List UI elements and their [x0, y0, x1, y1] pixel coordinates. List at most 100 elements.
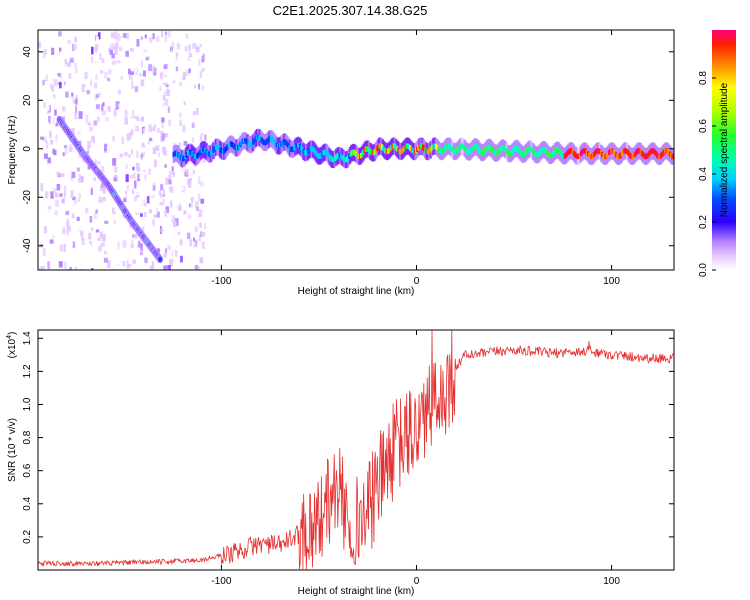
- spectrogram-noise-cell: [97, 93, 101, 97]
- spectrogram-noise-cell: [126, 264, 130, 269]
- spectrogram-carrier-cell: [589, 153, 592, 159]
- spectrogram-carrier-cell: [232, 143, 235, 149]
- spectrogram-carrier-cell: [391, 143, 394, 149]
- spectrogram-carrier-cell: [293, 145, 296, 151]
- spectrogram-noise-cell: [154, 175, 159, 180]
- spectrogram-noise-cell: [85, 54, 90, 62]
- spectrogram-carrier-cell: [467, 149, 470, 155]
- spectrogram-noise-cell: [184, 242, 189, 251]
- spectrogram-noise-cell: [184, 196, 188, 200]
- spectrogram-noise-cell: [50, 191, 54, 199]
- spectrogram-y-tick-label: 20: [22, 94, 33, 106]
- spectrogram-carrier-cell: [239, 141, 242, 148]
- spectrogram-noise-cell: [119, 109, 123, 114]
- spectrogram-noise-cell: [101, 110, 106, 116]
- snr-y-tick-label: 1.2: [22, 364, 33, 378]
- spectrogram-carrier-cell: [564, 152, 567, 158]
- spectrogram-noise-cell: [122, 240, 127, 248]
- spectrogram-noise-cell: [126, 133, 131, 141]
- snr-x-tick-label: -100: [211, 576, 231, 587]
- spectrogram-carrier-cell: [296, 142, 299, 148]
- spectrogram-noise-cell: [78, 174, 82, 181]
- spectrogram-noise-cell: [70, 190, 74, 198]
- spectrogram-noise-cell: [185, 89, 188, 95]
- spectrogram-carrier-cell: [302, 149, 305, 155]
- spectrogram-noise-cell: [86, 256, 89, 261]
- spectrogram-noise-cell: [170, 46, 174, 53]
- spectrogram-noise-cell: [89, 126, 93, 132]
- spectrogram-noise-cell: [89, 253, 93, 260]
- spectrogram-noise-cell: [57, 181, 60, 186]
- colorbar-tick-label: 0.8: [698, 71, 709, 85]
- spectrogram-carrier-cell: [378, 143, 381, 149]
- spectrogram-noise-cell: [198, 176, 201, 185]
- spectrogram-carrier-cell: [515, 145, 518, 151]
- spectrogram-carrier-cell: [379, 143, 382, 149]
- spectrogram-carrier-cell: [348, 153, 351, 159]
- spectrogram-noise-cell: [171, 50, 175, 57]
- spectrogram-carrier-cell: [192, 152, 195, 158]
- spectrogram-noise-cell: [76, 198, 80, 203]
- spectrogram-noise-cell: [50, 139, 54, 145]
- spectrogram-carrier-cell: [290, 146, 293, 153]
- snr-panel: -100 0 100 0.2 0.4 0.6 0.8 1.0 1.2 1.4 Height of…: [6, 329, 675, 597]
- spectrogram-noise-cell: [140, 251, 143, 256]
- spectrogram-carrier-cell: [549, 152, 552, 159]
- spectrogram-noise-cell: [199, 133, 203, 142]
- spectrogram-noise-cell: [195, 31, 200, 38]
- spectrogram-noise-cell: [160, 228, 164, 233]
- spectrogram-noise-cell: [159, 64, 163, 73]
- spectrogram-carrier-cell: [524, 149, 528, 155]
- spectrogram-carrier-cell: [659, 153, 662, 159]
- spectrogram-carrier-cell: [481, 150, 484, 156]
- spectrogram-noise-cell: [63, 191, 66, 198]
- spectrogram-carrier-cell: [663, 149, 666, 155]
- spectrogram-noise-cell: [101, 242, 105, 247]
- spectrogram-noise-cell: [144, 256, 148, 264]
- spectrogram-noise-cell: [56, 171, 60, 176]
- spectrogram-noise-cell: [142, 48, 145, 57]
- spectrogram-noise-cell: [104, 145, 107, 153]
- spectrogram-noise-cell: [87, 165, 91, 170]
- spectrogram-carrier-cell: [489, 145, 492, 151]
- spectrogram-carrier-cell: [177, 152, 180, 158]
- spectrogram-noise-cell: [45, 102, 50, 111]
- spectrogram-noise-cell: [82, 251, 87, 259]
- spectrogram-noise-cell: [41, 266, 46, 270]
- spectrogram-carrier-cell: [370, 149, 373, 156]
- spectrogram-carrier-cell: [320, 152, 323, 158]
- spectrogram-noise-cell: [84, 71, 88, 79]
- spectrogram-noise-cell: [98, 196, 103, 203]
- spectrogram-noise-cell: [58, 261, 63, 268]
- spectrogram-carrier-cell: [474, 144, 477, 150]
- spectrogram-noise-cell: [86, 31, 90, 38]
- spectrogram-noise-cell: [202, 53, 205, 61]
- spectrogram-carrier-cell: [204, 147, 207, 154]
- spectrogram-carrier-cell: [608, 149, 611, 156]
- spectrogram-noise-cell: [142, 200, 145, 208]
- spectrogram-carrier-cell: [193, 153, 196, 159]
- spectrogram-noise-cell: [169, 72, 174, 77]
- spectrogram-noise-cell: [173, 50, 176, 56]
- spectrogram-carrier-cell: [553, 149, 556, 155]
- spectrogram-carrier-cell: [354, 150, 357, 156]
- spectrogram-noise-cell: [152, 185, 156, 191]
- spectrogram-noise-cell: [135, 125, 140, 132]
- spectrogram-noise-cell: [113, 219, 117, 224]
- spectrogram-noise-cell: [97, 237, 102, 241]
- spectrogram-noise-cell: [141, 170, 145, 177]
- spectrogram-carrier-cell: [447, 143, 450, 149]
- spectrogram-noise-cell: [193, 237, 195, 242]
- spectrogram-noise-cell: [138, 123, 143, 131]
- spectrogram-noise-cell: [131, 135, 134, 139]
- spectrogram-noise-cell: [90, 78, 93, 87]
- spectrogram-noise-cell: [101, 104, 104, 111]
- spectrogram-carrier-cell: [507, 150, 510, 157]
- spectrogram-noise-cell: [148, 64, 152, 72]
- spectrogram-noise-cell: [104, 71, 108, 79]
- spectrogram-carrier-cell: [340, 153, 343, 159]
- spectrogram-noise-cell: [135, 122, 138, 128]
- spectrogram-noise-cell: [131, 80, 134, 89]
- spectrogram-carrier-cell: [558, 149, 562, 155]
- spectrogram-noise-cell: [134, 86, 139, 93]
